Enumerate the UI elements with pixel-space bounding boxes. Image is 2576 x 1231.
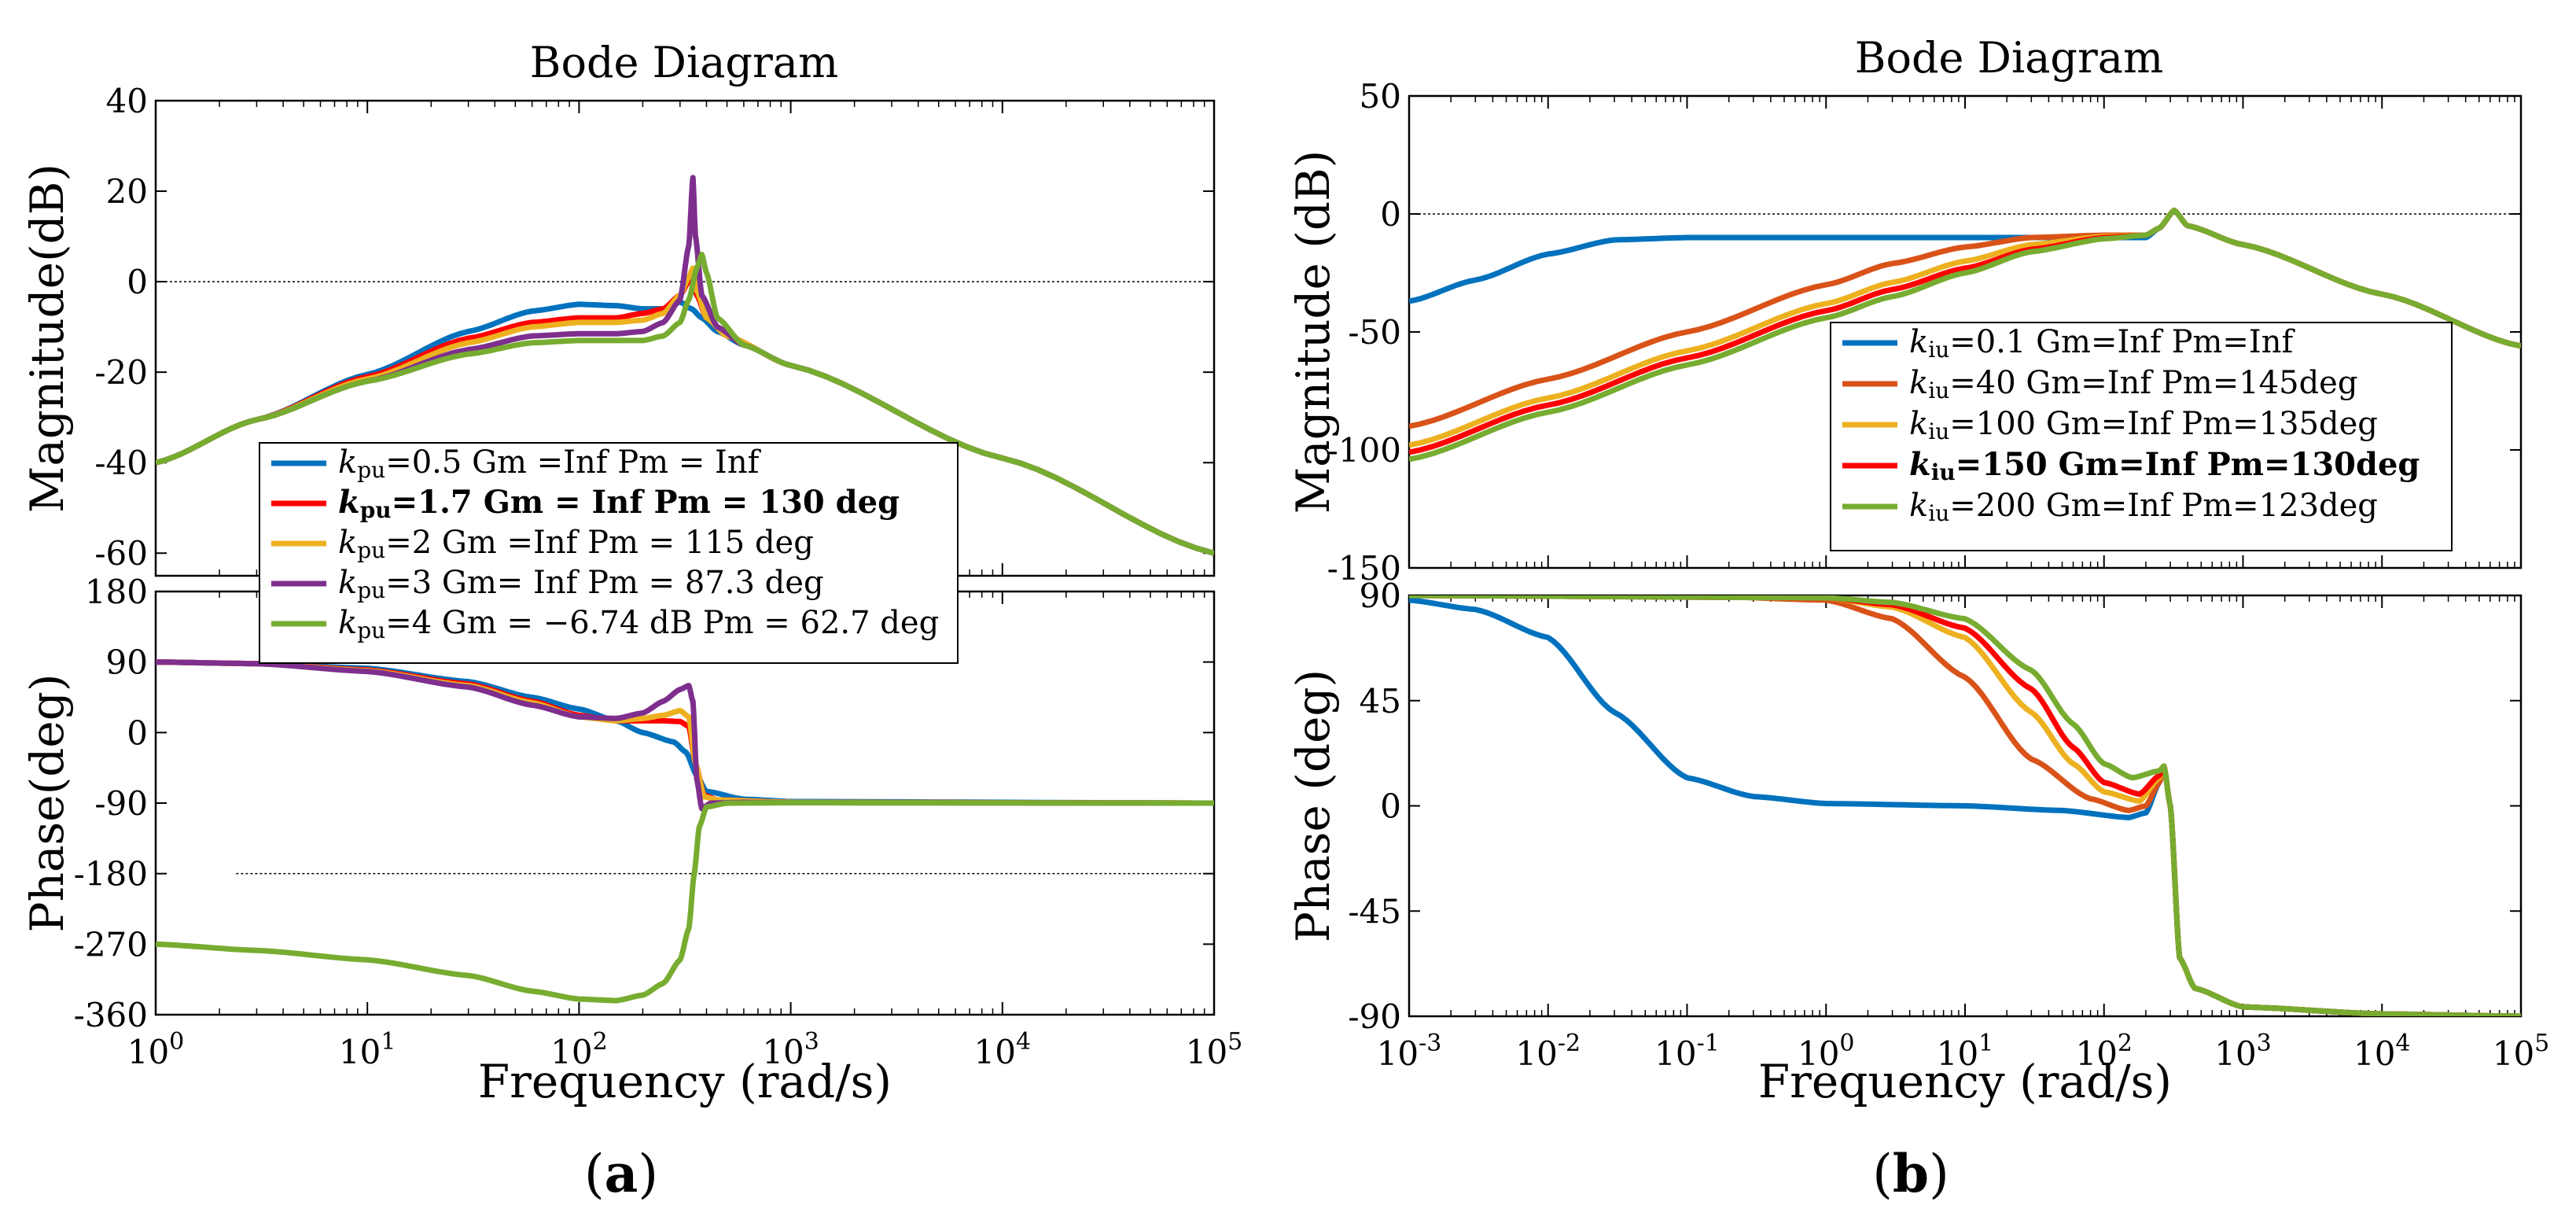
x-tick-label: 100 [127,1028,185,1071]
panel-b: Bode Diagram500-50-100-15090450-45-9010-… [1286,33,2549,1204]
panel-caption: (a) [584,1143,658,1204]
phase-series-line [156,659,1214,806]
chart-title: Bode Diagram [530,38,838,87]
phase-axis-label: Phase(deg) [20,674,74,933]
phase-axes-ytick-label: -270 [74,925,148,964]
phase-axes-ytick-label: 90 [1360,577,1401,615]
x-tick-label: 10-3 [1377,1030,1442,1073]
phase-axis-label: Phase (deg) [1286,669,1340,942]
legend-entry: kpu=4 Gm = −6.74 dB Pm = 62.7 deg [338,605,939,643]
magnitude-axes-ytick-label: -50 [1348,313,1401,352]
magnitude-axes-ytick-label: -40 [94,444,148,482]
phase-series-line [156,659,1214,812]
x-tick-label: 104 [2353,1030,2411,1073]
chart-title: Bode Diagram [1855,33,2163,83]
phase-axes-ytick-label: 90 [106,643,148,682]
magnitude-axes-ytick-label: 40 [106,82,148,120]
magnitude-series-line [156,252,1214,556]
magnitude-axes-ytick-label: -20 [94,353,148,392]
x-tick-label: 105 [1186,1028,1243,1071]
panel-caption: (b) [1872,1143,1949,1204]
legend-entry: kiu=40 Gm=Inf Pm=145deg [1909,365,2357,404]
magnitude-axis-label: Magnitude(dB) [20,164,74,513]
phase-series-line [1409,597,2521,1016]
x-tick-label: 103 [762,1028,819,1071]
x-tick-label: 10-2 [1515,1030,1581,1073]
x-tick-label: 101 [1937,1030,1994,1073]
phase-axes-ytick-label: -90 [94,784,148,823]
phase-series-line [156,659,1214,806]
phase-axes-ytick-label: 180 [85,573,148,611]
magnitude-axes-ytick-label: -100 [1327,431,1401,470]
x-tick-label: 102 [2075,1030,2133,1073]
magnitude-series-line [1409,208,2521,463]
phase-axes-ytick-label: -180 [74,855,148,894]
legend-box [259,442,959,664]
phase-axes-ytick-label: 0 [1380,787,1401,826]
phase-axes-ytick-label: 0 [127,713,148,752]
magnitude-axis-label: Magnitude (dB) [1286,150,1340,514]
phase-series-line [156,659,1214,806]
magnitude-axes-ytick-label: -150 [1327,549,1401,588]
magnitude-axes-ytick-label: 0 [1380,195,1401,234]
legend-entry: kiu=150 Gm=Inf Pm=130deg [1909,446,2420,485]
x-tick-label: 101 [339,1028,396,1071]
magnitude-axes-ytick-label: 50 [1360,77,1401,116]
x-tick-label: 103 [2214,1030,2272,1073]
x-axis-label: Frequency (rad/s) [1758,1055,2172,1108]
phase-series-line [1409,595,2521,1016]
magnitude-axes-ytick-label: 0 [127,263,148,301]
legend-entry: kpu=0.5 Gm =Inf Pm = Inf [338,444,762,483]
phase-axes-ytick-label: -360 [74,996,148,1034]
legend-entry: kpu=3 Gm= Inf Pm = 87.3 deg [338,565,824,603]
phase-series-line [156,800,1214,1004]
x-tick-label: 10-1 [1654,1030,1720,1073]
legend-entry: kpu=2 Gm =Inf Pm = 115 deg [338,525,814,563]
legend-entry: kiu=0.1 Gm=Inf Pm=Inf [1909,324,2295,363]
x-tick-label: 105 [2493,1030,2550,1073]
magnitude-axes-ytick-label: -60 [94,534,148,573]
phase-axes-ytick-label: -90 [1348,997,1401,1036]
legend-entry: kpu=1.7 Gm = Inf Pm = 130 deg [338,484,900,523]
x-tick-label: 100 [1798,1030,1855,1073]
magnitude-axes-ytick-label: 20 [106,172,148,211]
phase-axes-ytick-label: 45 [1360,682,1401,721]
x-tick-label: 102 [550,1028,608,1071]
phase-axes-ytick-label: -45 [1348,892,1401,931]
legend-entry: kiu=200 Gm=Inf Pm=123deg [1909,488,2378,526]
legend-box [1830,322,2453,551]
x-axis-label: Frequency (rad/s) [478,1055,892,1108]
legend-entry: kiu=100 Gm=Inf Pm=135deg [1909,406,2378,444]
x-tick-label: 104 [974,1028,1032,1071]
